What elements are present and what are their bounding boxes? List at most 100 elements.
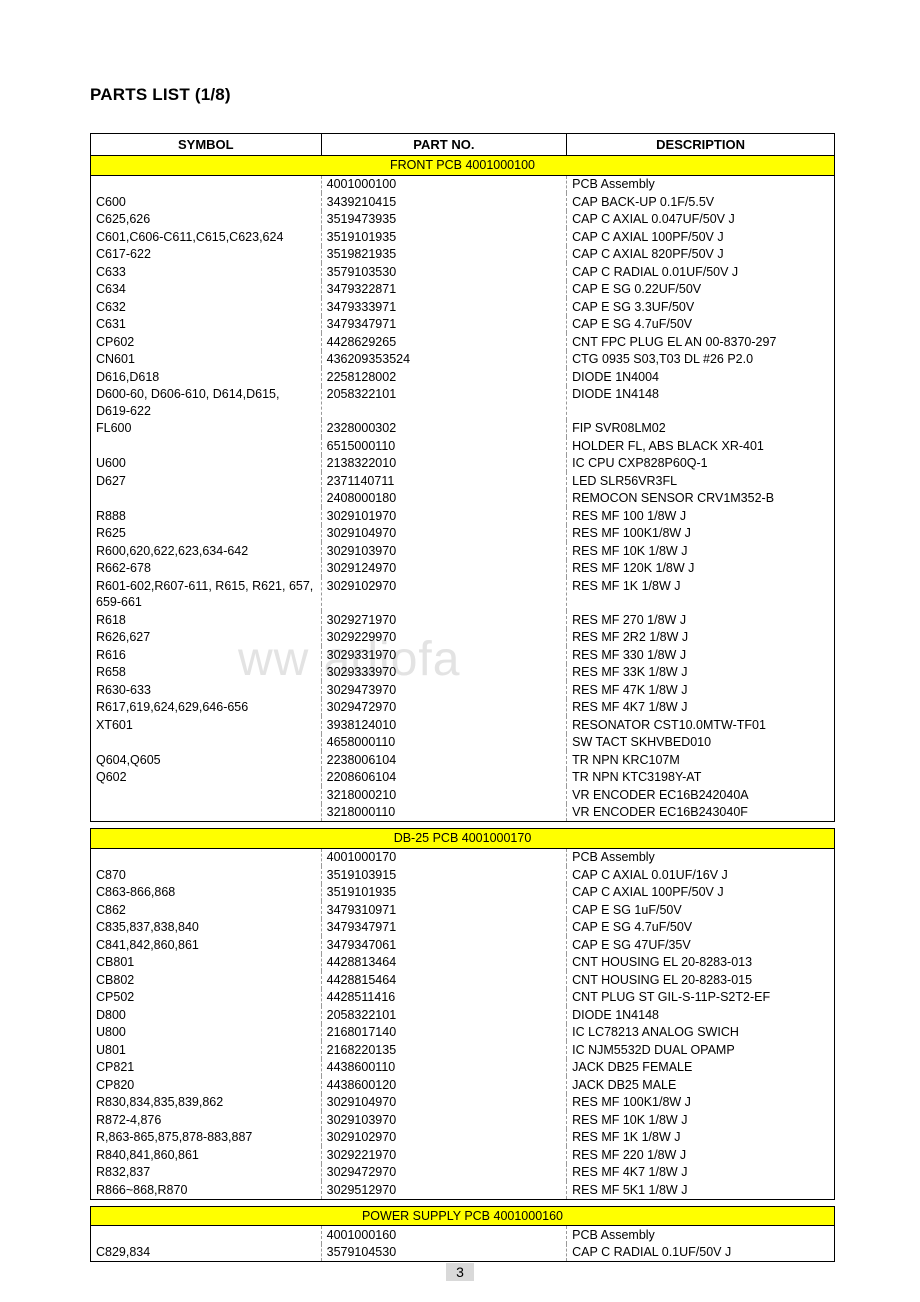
table-row: CN601436209353524CTG 0935 S03,T03 DL #26… (91, 351, 835, 369)
partno-cell: 2168220135 (321, 1041, 567, 1059)
table-row: C829,8343579104530CAP C RADIAL 0.1UF/50V… (91, 1244, 835, 1262)
partno-cell: 3029104970 (321, 1094, 567, 1112)
symbol-cell: CP820 (91, 1076, 322, 1094)
symbol-cell: CP502 (91, 989, 322, 1007)
partno-cell: 4438600120 (321, 1076, 567, 1094)
table-row: C835,837,838,8403479347971CAP E SG 4.7uF… (91, 919, 835, 937)
description-cell: RES MF 1K 1/8W J (567, 1129, 835, 1147)
symbol-cell (91, 1226, 322, 1244)
table-row: U8012168220135IC NJM5532D DUAL OPAMP (91, 1041, 835, 1059)
partno-cell: 3479347971 (321, 316, 567, 334)
symbol-cell: R866~868,R870 (91, 1181, 322, 1199)
table-row: 4001000100PCB Assembly (91, 175, 835, 193)
description-cell: RES MF 10K 1/8W J (567, 1111, 835, 1129)
description-cell: JACK DB25 MALE (567, 1076, 835, 1094)
description-cell: LED SLR56VR3FL (567, 472, 835, 490)
partno-cell: 2258128002 (321, 368, 567, 386)
partno-cell: 3029103970 (321, 1111, 567, 1129)
description-cell: JACK DB25 FEMALE (567, 1059, 835, 1077)
symbol-cell: R618 (91, 611, 322, 629)
partno-cell: 2058322101 (321, 386, 567, 420)
partno-cell: 3029331970 (321, 646, 567, 664)
partno-cell: 2371140711 (321, 472, 567, 490)
symbol-cell (91, 786, 322, 804)
table-row: XT6013938124010RESONATOR CST10.0MTW-TF01 (91, 716, 835, 734)
symbol-cell: D627 (91, 472, 322, 490)
symbol-cell: R830,834,835,839,862 (91, 1094, 322, 1112)
symbol-cell: C625,626 (91, 211, 322, 229)
description-cell: CNT PLUG ST GIL-S-11P-S2T2-EF (567, 989, 835, 1007)
symbol-cell: C870 (91, 866, 322, 884)
partno-cell: 3579103530 (321, 263, 567, 281)
partno-cell: 3519101935 (321, 228, 567, 246)
partno-cell: 3029512970 (321, 1181, 567, 1199)
partno-cell: 3519821935 (321, 246, 567, 264)
table-row: 4001000170PCB Assembly (91, 848, 835, 866)
symbol-cell: C633 (91, 263, 322, 281)
table-row: R8883029101970RES MF 100 1/8W J (91, 507, 835, 525)
symbol-cell: R616 (91, 646, 322, 664)
symbol-cell: R600,620,622,623,634-642 (91, 542, 322, 560)
page-content: PARTS LIST (1/8) SYMBOLPART NO.DESCRIPTI… (0, 0, 920, 1262)
section-header-row: POWER SUPPLY PCB 4001000160 (91, 1206, 835, 1226)
symbol-cell: C863-866,868 (91, 884, 322, 902)
partno-cell: 2238006104 (321, 751, 567, 769)
table-row: R866~868,R8703029512970RES MF 5K1 1/8W J (91, 1181, 835, 1199)
description-cell: RES MF 4K7 1/8W J (567, 1164, 835, 1182)
section-header-row: DB-25 PCB 4001000170 (91, 829, 835, 849)
partno-cell: 436209353524 (321, 351, 567, 369)
description-cell: RES MF 33K 1/8W J (567, 664, 835, 682)
page-title: PARTS LIST (1/8) (90, 85, 835, 105)
partno-cell: 3029101970 (321, 507, 567, 525)
description-cell: HOLDER FL, ABS BLACK XR-401 (567, 437, 835, 455)
table-row: 4001000160PCB Assembly (91, 1226, 835, 1244)
description-cell: RES MF 220 1/8W J (567, 1146, 835, 1164)
symbol-cell: U600 (91, 455, 322, 473)
symbol-cell: CB801 (91, 954, 322, 972)
symbol-cell: Q602 (91, 769, 322, 787)
description-cell: CNT HOUSING EL 20-8283-013 (567, 954, 835, 972)
symbol-cell: C835,837,838,840 (91, 919, 322, 937)
symbol-cell: CP602 (91, 333, 322, 351)
description-cell: RES MF 47K 1/8W J (567, 681, 835, 699)
table-row: C617-6223519821935CAP C AXIAL 820PF/50V … (91, 246, 835, 264)
table-row: R6163029331970RES MF 330 1/8W J (91, 646, 835, 664)
symbol-cell: R888 (91, 507, 322, 525)
symbol-cell (91, 175, 322, 193)
symbol-cell: C841,842,860,861 (91, 936, 322, 954)
description-cell: RES MF 270 1/8W J (567, 611, 835, 629)
parts-table: POWER SUPPLY PCB 40010001604001000160PCB… (90, 1206, 835, 1263)
description-cell: CAP C AXIAL 100PF/50V J (567, 228, 835, 246)
section-header-cell: POWER SUPPLY PCB 4001000160 (91, 1206, 835, 1226)
table-row: CP8204438600120JACK DB25 MALE (91, 1076, 835, 1094)
description-cell: RES MF 100K1/8W J (567, 525, 835, 543)
column-header: DESCRIPTION (567, 134, 835, 156)
parts-table: DB-25 PCB 40010001704001000170PCB Assemb… (90, 828, 835, 1200)
description-cell: CAP E SG 47UF/35V (567, 936, 835, 954)
partno-cell: 3029103970 (321, 542, 567, 560)
table-row: Q6022208606104TR NPN KTC3198Y-AT (91, 769, 835, 787)
symbol-cell: C632 (91, 298, 322, 316)
table-row: Q604,Q6052238006104TR NPN KRC107M (91, 751, 835, 769)
table-row: 2408000180REMOCON SENSOR CRV1M352-B (91, 490, 835, 508)
description-cell: CAP C AXIAL 0.01UF/16V J (567, 866, 835, 884)
symbol-cell: C862 (91, 901, 322, 919)
table-row: R840,841,860,8613029221970RES MF 220 1/8… (91, 1146, 835, 1164)
table-row: C6323479333971CAP E SG 3.3UF/50V (91, 298, 835, 316)
partno-cell: 3519101935 (321, 884, 567, 902)
partno-cell: 3479322871 (321, 281, 567, 299)
column-header: PART NO. (321, 134, 567, 156)
partno-cell: 4001000160 (321, 1226, 567, 1244)
table-row: R630-6333029473970RES MF 47K 1/8W J (91, 681, 835, 699)
description-cell: IC CPU CXP828P60Q-1 (567, 455, 835, 473)
partno-cell: 3029271970 (321, 611, 567, 629)
description-cell: CAP C AXIAL 820PF/50V J (567, 246, 835, 264)
partno-cell: 4428815464 (321, 971, 567, 989)
table-row: C625,6263519473935CAP C AXIAL 0.047UF/50… (91, 211, 835, 229)
table-row: C6313479347971CAP E SG 4.7uF/50V (91, 316, 835, 334)
symbol-cell (91, 804, 322, 822)
table-row: C841,842,860,8613479347061CAP E SG 47UF/… (91, 936, 835, 954)
description-cell: CAP E SG 4.7uF/50V (567, 919, 835, 937)
description-cell: IC NJM5532D DUAL OPAMP (567, 1041, 835, 1059)
symbol-cell: R601-602,R607-611, R615, R621, 657, 659-… (91, 577, 322, 611)
